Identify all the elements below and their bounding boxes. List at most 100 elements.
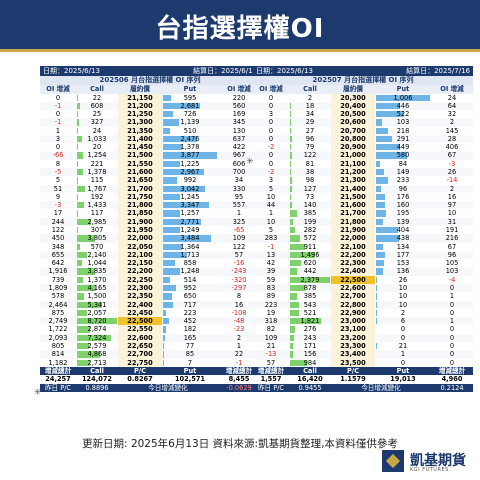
call-oi-bar — [77, 309, 87, 317]
table-row: 450 3,805 22,000 3,484 109 — [40, 234, 260, 243]
call-oi-bar — [77, 160, 79, 168]
call-oi-cell: 25 — [76, 110, 118, 118]
put-oi-bar — [376, 94, 430, 101]
strike-price-cell: 21,700 — [331, 209, 375, 218]
call-oi-change-cell: 1 — [268, 209, 274, 218]
call-oi-cell: 22 — [76, 94, 118, 102]
put-oi-cell: 952 — [162, 283, 218, 293]
call-oi-change-cell: 89 — [266, 292, 276, 301]
panel-header: 日期：2025/6/13 結算日：2025/7/16 — [253, 66, 473, 76]
call-oi-bar — [77, 359, 90, 366]
put-oi-bar — [163, 193, 181, 201]
cell-value: 182 — [183, 325, 197, 334]
table-row: 1,722 2,874 22,550 182 -23 — [40, 325, 260, 334]
put-oi-change-cell: 1 — [236, 209, 242, 218]
table-row: 1,809 4,165 22,300 952 -297 — [40, 283, 260, 293]
put-oi-cell: 1,378 — [162, 143, 218, 151]
call-oi-cell: 1,254 — [76, 151, 118, 160]
cell-value: 438 — [396, 234, 410, 243]
put-oi-change-cell: 64 — [431, 101, 473, 111]
cell-value: 22 — [92, 93, 102, 102]
call-oi-cell: 115 — [76, 176, 118, 184]
put-oi-change-cell: -23 — [233, 325, 245, 334]
put-oi-change-cell: 169 — [232, 110, 246, 119]
cell-value: 580 — [396, 151, 410, 160]
call-oi-cell: 2,874 — [76, 325, 118, 333]
call-oi-cell: 192 — [76, 193, 118, 201]
cell-value: 81 — [305, 159, 315, 168]
company-logo: 凱基期貨 KGI FUTURES — [382, 448, 468, 476]
cell-value: 385 — [303, 209, 317, 218]
put-oi-bar — [376, 227, 398, 234]
call-oi-cell: 276 — [289, 325, 331, 333]
call-oi-change-cell: 19 — [266, 308, 276, 317]
call-oi-bar — [77, 210, 78, 217]
call-oi-change-cell: 1,916 — [40, 267, 76, 276]
logo-name: 凱基期貨 — [410, 453, 466, 469]
put-oi-cell: 177 — [375, 250, 431, 260]
call-oi-change-cell: 3 — [40, 134, 76, 144]
call-oi-cell: 96 — [289, 134, 331, 144]
call-oi-bar — [290, 293, 297, 300]
call-oi-bar — [77, 301, 102, 308]
put-oi-change-cell: 2 — [218, 333, 260, 342]
strike-price-cell: 22,400 — [118, 300, 162, 309]
call-oi-change-cell: 17 — [53, 209, 63, 218]
put-oi-bar — [163, 260, 175, 267]
call-oi-bar — [77, 251, 87, 259]
cell-value: 1,248 — [180, 267, 200, 276]
cell-value: 1 — [400, 350, 406, 359]
put-oi-change-cell: 10 — [447, 209, 457, 218]
cell-value: 0 — [400, 333, 406, 342]
put-oi-change-cell: 406 — [445, 143, 459, 152]
strike-price-cell: 21,500 — [331, 192, 375, 202]
call-oi-change-cell: 0 — [268, 159, 274, 168]
call-oi-bar — [290, 185, 293, 192]
strike-price-cell: 21,600 — [331, 201, 375, 210]
cell-value: 6 — [400, 317, 406, 326]
cell-value: 3,347 — [180, 201, 200, 210]
call-oi-change-cell: 875 — [51, 308, 65, 317]
call-oi-cell: 4,868 — [76, 350, 118, 359]
put-oi-bar — [376, 160, 381, 168]
put-oi-bar — [376, 119, 382, 126]
table-row: 44 140 21,600 160 97 — [253, 201, 473, 210]
call-oi-cell: 79 — [289, 143, 331, 151]
cell-value: 73 — [305, 192, 315, 201]
cell-value: 117 — [90, 209, 104, 218]
put-oi-bar — [163, 235, 212, 242]
cell-value: 2 — [400, 308, 406, 317]
strike-price-cell: 20,500 — [331, 110, 375, 119]
totals-header: P/C — [118, 366, 162, 376]
pc-value: 0.8896 — [76, 383, 118, 392]
total-value: 16,420 — [297, 375, 323, 384]
cell-value: 2,713 — [87, 358, 107, 367]
put-oi-bar — [163, 111, 174, 118]
table-row: 2,464 5,341 22,400 717 16 — [40, 300, 260, 309]
put-oi-bar — [376, 243, 384, 250]
call-oi-change-cell: 655 — [40, 250, 76, 260]
cell-value: 10 — [398, 283, 408, 292]
strike-price-cell: 21,900 — [331, 226, 375, 235]
strike-price-cell: 22,100 — [331, 242, 375, 251]
star-marker-left: ✳ — [34, 388, 42, 398]
put-oi-cell: 726 — [162, 110, 218, 118]
put-oi-bar — [163, 169, 205, 176]
put-oi-bar — [163, 160, 180, 168]
cell-value: 160 — [396, 201, 410, 210]
pc-label: 昨日 P/C — [253, 383, 289, 392]
put-oi-change-cell: 67 — [431, 151, 473, 160]
cell-value: 221 — [90, 159, 104, 168]
pc-change-row: 昨日 P/C 0.8896 今日增減變化 -0.0629 — [40, 383, 260, 392]
put-oi-cell: 160 — [375, 201, 431, 210]
put-oi-cell: 522 — [375, 110, 431, 118]
total-value: 4,960 — [441, 375, 463, 384]
call-oi-cell: 442 — [289, 267, 331, 276]
call-oi-change-cell: 450 — [40, 234, 76, 243]
table-row: 655 2,140 22,100 1,713 57 — [40, 250, 260, 260]
cell-value: 570 — [90, 242, 104, 251]
put-oi-change-cell: 97 — [431, 201, 473, 210]
column-header: OI 增減 — [253, 85, 289, 94]
call-oi-bar — [77, 351, 100, 358]
panel-header: 日期：2025/6/13 結算日：2025/6/18 — [40, 66, 260, 76]
